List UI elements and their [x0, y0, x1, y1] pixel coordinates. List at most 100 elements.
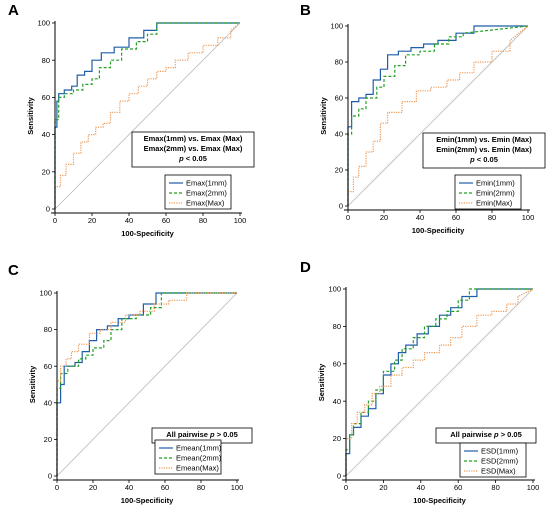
y-tick-label: 0 [46, 205, 50, 214]
y-axis-label: Sensitivity [319, 96, 328, 134]
x-tick-label: 60 [161, 483, 169, 492]
panel-letter: B [300, 2, 311, 19]
y-tick-label: 80 [333, 322, 341, 331]
x-tick-label: 100 [522, 213, 535, 222]
y-tick-label: 100 [39, 289, 52, 298]
significance-annotation: Emax(1mm) vs. Emax (Max)Emax(2mm) vs. Em… [131, 131, 255, 168]
x-tick-label: 80 [491, 483, 499, 492]
y-tick-label: 40 [44, 398, 52, 407]
y-tick-label: 40 [335, 130, 343, 139]
x-tick-label: 60 [452, 213, 460, 222]
axes: 0 20 40 60 80 100 0 20 40 60 80 100 100-Specificity S… [317, 285, 539, 505]
y-tick-label: 80 [335, 58, 343, 67]
panel-c: C 0 20 40 60 80 100 0 20 40 60 80 100 100-Specificity… [8, 262, 253, 505]
x-axis-label: 100-Specificity [413, 496, 466, 505]
annotation-line: All pairwise p > 0.05 [450, 430, 522, 439]
legend: Emax(1mm)Emax(2mm)Emax(Max) [164, 174, 232, 210]
y-tick-label: 40 [333, 397, 341, 406]
x-tick-label: 80 [488, 213, 496, 222]
legend-label: ESD(2mm) [481, 457, 519, 466]
x-tick-label: 0 [53, 216, 57, 225]
annotation-line: Emax(1mm) vs. Emax (Max) [144, 134, 243, 143]
roc-curve-emean-max [56, 292, 237, 476]
axes: 0 20 40 60 80 100 0 20 40 60 80 100 100-Specificity S… [319, 22, 534, 235]
annotation-line: Emax(2mm) vs. Emax (Max) [144, 144, 243, 153]
y-tick-label: 100 [328, 285, 341, 294]
annotation-line: All pairwise p > 0.05 [166, 430, 238, 439]
legend: ESD(1mm)ESD(2mm)ESD(Max) [459, 442, 527, 478]
x-tick-label: 60 [454, 483, 462, 492]
x-tick-label: 80 [199, 216, 207, 225]
roc-curve-esd-1mm [345, 288, 533, 476]
annotation-box [422, 132, 546, 169]
y-axis-label: Sensitivity [26, 96, 35, 134]
panel-letter: A [8, 2, 19, 19]
y-tick-label: 100 [37, 19, 50, 28]
x-tick-label: 20 [379, 483, 387, 492]
roc-curve-emax-2mm [54, 22, 240, 209]
x-axis-label: 100-Specificity [412, 226, 465, 235]
legend-box [459, 442, 527, 478]
roc-curve-emax-max [54, 22, 241, 209]
annotation-line: Emin(2mm) vs. Emin (Max) [436, 145, 532, 154]
y-tick-label: 0 [337, 472, 341, 481]
axes: 0 20 40 60 80 100 0 20 40 60 80 100 100-Specificity S… [26, 19, 246, 238]
annotation-line: Emin(1mm) vs. Emin (Max) [436, 135, 532, 144]
y-tick-label: 0 [339, 202, 343, 211]
panel-letter: D [300, 259, 311, 276]
legend-label: Emean(2mm) [176, 454, 222, 463]
y-tick-label: 60 [333, 359, 341, 368]
panel-d: D 0 20 40 60 80 100 0 20 40 60 80 100 100-Specificity… [300, 259, 539, 505]
x-tick-label: 100 [234, 216, 247, 225]
reference-diagonal [345, 288, 534, 477]
x-tick-label: 0 [344, 483, 348, 492]
x-tick-label: 0 [346, 213, 350, 222]
legend: Emin(1mm)Emin(2mm)Emin(Max) [454, 174, 522, 210]
legend-label: Emin(1mm) [476, 179, 515, 188]
legend-label: ESD(1mm) [481, 447, 519, 456]
reference-diagonal [54, 22, 241, 210]
y-tick-label: 60 [42, 93, 50, 102]
y-tick-label: 80 [42, 56, 50, 65]
legend-label: Emean(1mm) [176, 444, 222, 453]
roc-curve-emin-1mm [347, 25, 528, 206]
y-axis-label: Sensitivity [317, 363, 326, 401]
x-axis-label: 100-Specificity [121, 496, 174, 505]
significance-annotation: All pairwise p > 0.05 [435, 427, 537, 444]
y-tick-label: 60 [335, 94, 343, 103]
x-tick-label: 100 [231, 483, 244, 492]
legend-label: Emin(2mm) [476, 189, 515, 198]
roc-curve-esd-max [345, 288, 534, 476]
axes: 0 20 40 60 80 100 0 20 40 60 80 100 100-Specificity S… [28, 289, 243, 505]
y-tick-label: 20 [333, 434, 341, 443]
x-axis-label: 100-Specificity [121, 229, 174, 238]
x-tick-label: 40 [417, 483, 425, 492]
significance-annotation: Emin(1mm) vs. Emin (Max)Emin(2mm) vs. Em… [422, 132, 546, 169]
roc-curve-esd-2mm [345, 288, 533, 476]
y-tick-label: 0 [48, 472, 52, 481]
y-tick-label: 100 [330, 22, 343, 31]
annotation-line: p < 0.05 [178, 154, 207, 163]
legend: Emean(1mm)Emean(2mm)Emean(Max) [154, 439, 222, 475]
legend-label: ESD(Max) [481, 467, 516, 476]
legend-label: Emax(1mm) [186, 179, 227, 188]
reference-diagonal [56, 292, 238, 477]
x-tick-label: 40 [125, 483, 133, 492]
legend-label: Emean(Max) [176, 464, 219, 473]
y-tick-label: 20 [335, 166, 343, 175]
x-tick-label: 100 [527, 483, 540, 492]
annotation-box [131, 131, 255, 168]
panel-b: B 0 20 40 60 80 100 0 20 40 60 80 100 100-Specificity… [300, 2, 546, 235]
x-tick-label: 20 [380, 213, 388, 222]
x-tick-label: 40 [416, 213, 424, 222]
y-tick-label: 20 [44, 435, 52, 444]
x-tick-label: 80 [197, 483, 205, 492]
roc-curve-emin-2mm [347, 25, 529, 206]
x-tick-label: 40 [125, 216, 133, 225]
x-tick-label: 20 [88, 216, 96, 225]
legend-label: Emax(2mm) [186, 189, 227, 198]
legend-label: Emax(Max) [186, 199, 225, 208]
legend-box [154, 439, 222, 475]
reference-diagonal [347, 25, 529, 207]
